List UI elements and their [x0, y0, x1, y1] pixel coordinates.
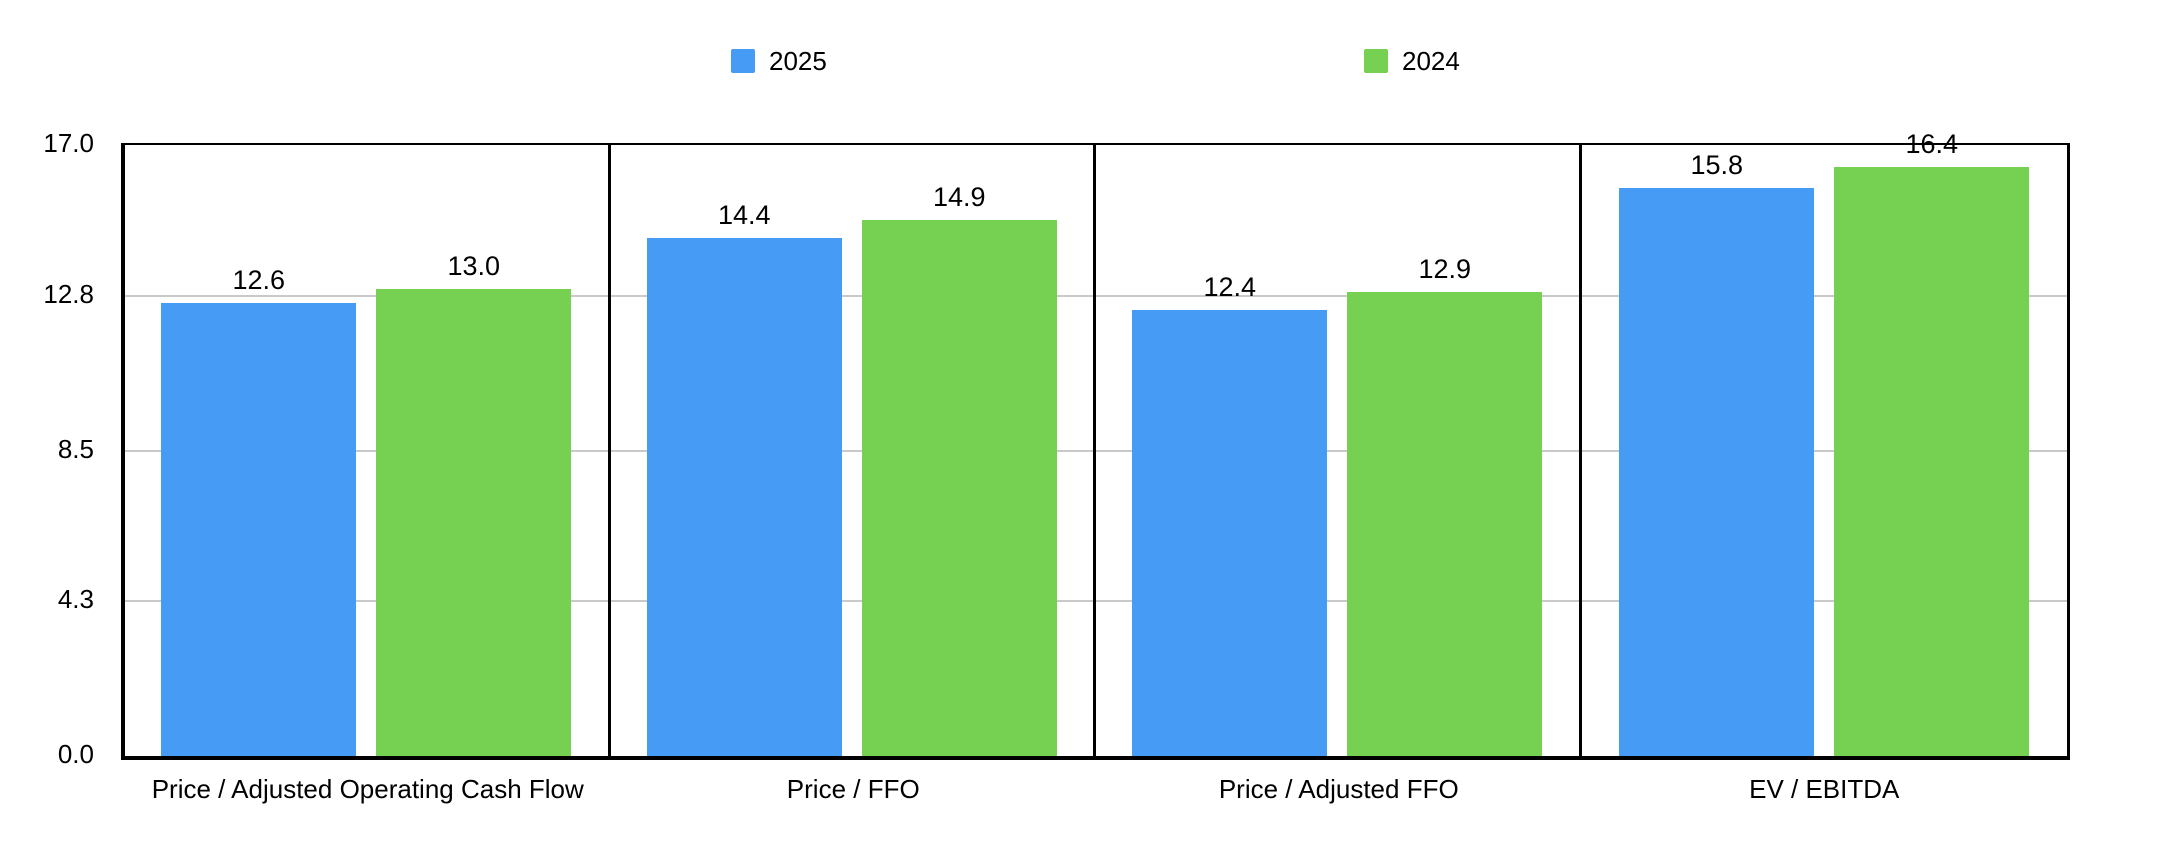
gridline: [125, 449, 2067, 452]
y-axis-tick-label: 17.0: [43, 128, 94, 158]
bar-group-2024-price-ffo: 14.9: [861, 182, 1057, 756]
legend-label-2025: 2025: [769, 46, 827, 76]
bar-group-2025-price-ffo: 14.4: [646, 200, 842, 756]
bar-value-label: 12.4: [1203, 272, 1257, 303]
panel-price-ffo: 14.4 14.9: [611, 145, 1096, 756]
bar-2024-ev-ebitda: [1834, 166, 2030, 756]
legend-item-2024: 2024: [1364, 48, 1460, 74]
bar-2025-price-adjusted-operating-cash-flow: [161, 303, 357, 756]
category-label-price-adjusted-operating-cash-flow: Price / Adjusted Operating Cash Flow: [151, 774, 584, 804]
bar-group-2024-price-adjusted-operating-cash-flow: 13.0: [376, 250, 572, 756]
legend-swatch-2025: [731, 49, 755, 73]
gridline: [125, 294, 2067, 297]
bar-value-label: 14.4: [717, 200, 771, 231]
legend-label-2024: 2024: [1402, 46, 1460, 76]
bar-value-label: 14.9: [932, 182, 986, 213]
bar-2024-price-ffo: [861, 220, 1057, 756]
y-axis-tick-label: 12.8: [43, 278, 94, 309]
bar-value-label: 12.6: [232, 265, 286, 296]
x-axis-category-labels: Price / Adjusted Operating Cash Flow Pric…: [125, 774, 2067, 805]
bar-2025-price-ffo: [646, 238, 842, 756]
bar-group-2024-price-adjusted-ffo: 12.9: [1347, 254, 1543, 756]
panel-price-adjusted-ffo: 12.4 12.9: [1096, 145, 1582, 756]
bar-2024-price-adjusted-ffo: [1347, 292, 1543, 756]
bar-group-2024-ev-ebitda: 16.4: [1834, 128, 2030, 756]
category-label-price-adjusted-ffo: Price / Adjusted FFO: [1218, 774, 1459, 804]
category-label-ev-ebitda: EV / EBITDA: [1749, 774, 1900, 804]
bar-2024-price-adjusted-operating-cash-flow: [376, 288, 572, 756]
bar-group-2025-ev-ebitda: 15.8: [1619, 150, 1815, 756]
bar-2025-price-adjusted-ffo: [1132, 310, 1328, 756]
y-axis-tick-label: 0.0: [57, 739, 94, 769]
plot-area: 12.6 13.0 14.4 14.9 12.4 12.9 15.8 16.4: [121, 130, 2070, 760]
bar-group-2025-price-adjusted-operating-cash-flow: 12.6: [161, 265, 357, 756]
category-label-price-ffo: Price / FFO: [786, 774, 920, 804]
y-axis-tick-label: 4.3: [57, 584, 94, 615]
bar-group-2025-price-adjusted-ffo: 12.4: [1132, 272, 1328, 756]
legend-swatch-2024: [1364, 49, 1388, 73]
bar-value-label: 13.0: [447, 250, 501, 281]
legend-item-2025: 2025: [731, 48, 827, 74]
y-axis-tick-label: 8.5: [57, 433, 94, 464]
panel-price-adjusted-operating-cash-flow: 12.6 13.0: [125, 145, 611, 756]
panel-ev-ebitda: 15.8 16.4: [1582, 130, 2068, 756]
bar-value-label: 12.9: [1418, 254, 1472, 285]
bar-value-label: 15.8: [1690, 150, 1744, 181]
bar-value-label: 16.4: [1905, 128, 1959, 159]
y-axis: 0.0 4.3 8.5 12.8 17.0: [0, 130, 96, 767]
gridline: [125, 600, 2067, 603]
bar-2025-ev-ebitda: [1619, 188, 1815, 756]
